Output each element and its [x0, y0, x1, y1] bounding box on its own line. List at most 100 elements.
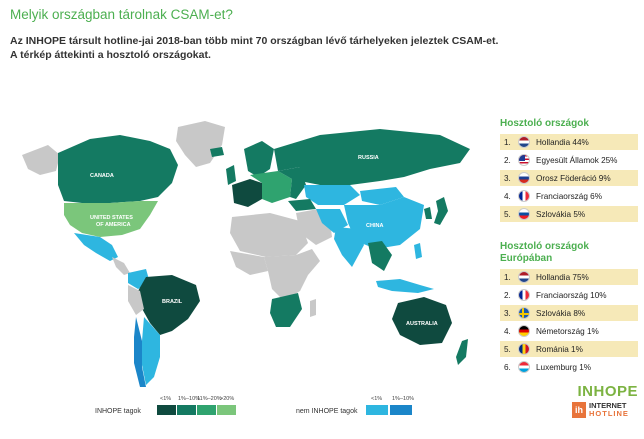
hosting-label: Orosz Föderáció 9%: [536, 173, 611, 183]
france-flag-icon: [518, 289, 530, 301]
europe-panel-title: Hosztoló országok Európában: [500, 241, 638, 265]
europe-rank: 2.: [504, 290, 511, 300]
europe-row: 5. Románia 1%: [500, 341, 638, 357]
map-label-russia: RUSSIA: [358, 155, 379, 161]
legend-swatch-nm-lt1: [366, 405, 388, 415]
map-label-brazil: BRAZIL: [162, 299, 183, 305]
europe-row: 3. Szlovákia 8%: [500, 305, 638, 321]
europe-row: 2. Franciaország 10%: [500, 287, 638, 303]
map-argentina: [142, 317, 160, 385]
europe-label: Szlovákia 8%: [536, 308, 586, 318]
legend-tick: >20%: [220, 396, 235, 402]
map-europe-east: [278, 167, 306, 199]
map-label-canada: CANADA: [90, 173, 114, 179]
page-title: Melyik országban tárolnak CSAM-et?: [10, 7, 233, 22]
map-label-australia: AUSTRALIA: [406, 321, 438, 327]
ih-hotline: HOTLINE: [589, 409, 629, 418]
map-indonesia: [376, 279, 434, 293]
legend-swatch-11-20: [197, 405, 216, 415]
map-mexico: [74, 233, 118, 261]
hosting-label: Egyesült Államok 25%: [536, 155, 618, 165]
europe-rank: 5.: [504, 344, 511, 354]
netherlands-flag-icon: [518, 271, 530, 283]
map-west-africa: [230, 251, 268, 275]
map-madagascar: [310, 299, 316, 317]
map-scandinavia: [244, 141, 274, 177]
hosting-rank: 1.: [504, 137, 511, 147]
europe-panel: Hosztoló országok Európában 1. Hollandia…: [500, 241, 638, 377]
map-se-asia: [368, 241, 392, 271]
hosting-row: 2. Egyesült Államok 25%: [500, 152, 638, 168]
map-chile: [134, 317, 146, 387]
map-usa: [64, 201, 158, 237]
netherlands-flag-icon: [518, 136, 530, 148]
map-europe-central: [250, 171, 292, 203]
map-central-america: [112, 257, 130, 275]
hosting-label: Franciaország 6%: [536, 191, 602, 201]
map-east-africa: [296, 249, 320, 291]
usa-flag-icon: [518, 154, 530, 166]
map-south-africa: [270, 293, 302, 327]
europe-label: Franciaország 10%: [536, 290, 607, 300]
legend-tick: 1%–10%: [178, 396, 201, 402]
slovakia-flag-icon: [518, 208, 530, 220]
luxembourg-flag-icon: [518, 361, 530, 373]
map-uk: [226, 165, 236, 185]
world-map: CANADA UNITED STATES OF AMERICA RUSSIA C…: [22, 121, 470, 387]
map-australia: [392, 297, 452, 345]
nonmembers-legend-label: nem INHOPE tagok: [296, 408, 358, 415]
branding: INHOPE ih INTERNET HOTLINE: [572, 383, 638, 418]
map-russia: [274, 129, 470, 185]
europe-row: 6. Luxemburg 1%: [500, 359, 638, 375]
hosting-row: 4. Franciaország 6%: [500, 188, 638, 204]
legend-tick: <1%: [160, 396, 172, 402]
hosting-rank: 5.: [504, 209, 511, 219]
russia-flag-icon: [518, 172, 530, 184]
map-turkey: [288, 199, 316, 211]
map-kazakhstan: [304, 185, 360, 205]
hosting-rank: 2.: [504, 155, 511, 165]
legend-swatch-nm-1-10: [390, 405, 412, 415]
map-canada: [58, 135, 178, 203]
hosting-label: Szlovákia 5%: [536, 209, 586, 219]
map-philippines: [414, 243, 422, 259]
europe-row: 1. Hollandia 75%: [500, 269, 638, 285]
hosting-row: 1. Hollandia 44%: [500, 134, 638, 150]
map-greenland: [176, 121, 225, 167]
subtitle-line-1: Az INHOPE társult hotline-jai 2018-ban t…: [10, 35, 499, 47]
map-japan: [434, 197, 448, 225]
map-europe-west: [232, 179, 262, 207]
map-india: [334, 227, 364, 267]
hosting-rank: 3.: [504, 173, 511, 183]
legend-tick: 11%–20%: [197, 396, 222, 402]
subtitle-line-2: A térkép áttekinti a hosztoló országokat…: [10, 49, 211, 61]
legend-swatch-lt1: [157, 405, 176, 415]
map-iran: [316, 209, 348, 233]
legend-tick: <1%: [371, 396, 383, 402]
europe-row: 4. Németország 1%: [500, 323, 638, 339]
europe-rank: 1.: [504, 272, 511, 282]
legend-swatch-gt20: [217, 405, 236, 415]
hosting-panel-title: Hosztoló országok: [500, 118, 589, 129]
map-label-usa-1: UNITED STATES: [90, 215, 133, 221]
map-iceland: [210, 147, 224, 157]
europe-rank: 3.: [504, 308, 511, 318]
page-subtitle: Az INHOPE társult hotline-jai 2018-ban t…: [10, 34, 510, 62]
map-peru: [128, 285, 144, 315]
europe-title-line-2: Európában: [500, 253, 553, 264]
europe-label: Hollandia 75%: [536, 272, 589, 282]
hosting-panel: Hosztoló országok 1. Hollandia 44% 2. Eg…: [500, 118, 638, 224]
hosting-row: 3. Orosz Föderáció 9%: [500, 170, 638, 186]
map-north-africa: [230, 213, 308, 257]
romania-flag-icon: [518, 343, 530, 355]
members-legend: INHOPE tagok <1% 1%–10% 11%–20% >20%: [95, 396, 255, 419]
france-flag-icon: [518, 190, 530, 202]
map-label-usa-2: OF AMERICA: [96, 222, 131, 228]
map-china: [344, 197, 424, 249]
map-new-zealand: [456, 339, 468, 365]
hosting-rank: 4.: [504, 191, 511, 201]
inhope-logo: INHOPE: [577, 383, 638, 400]
ih-internet: INTERNET: [589, 401, 627, 410]
europe-rank: 4.: [504, 326, 511, 336]
map-mongolia: [360, 187, 404, 205]
